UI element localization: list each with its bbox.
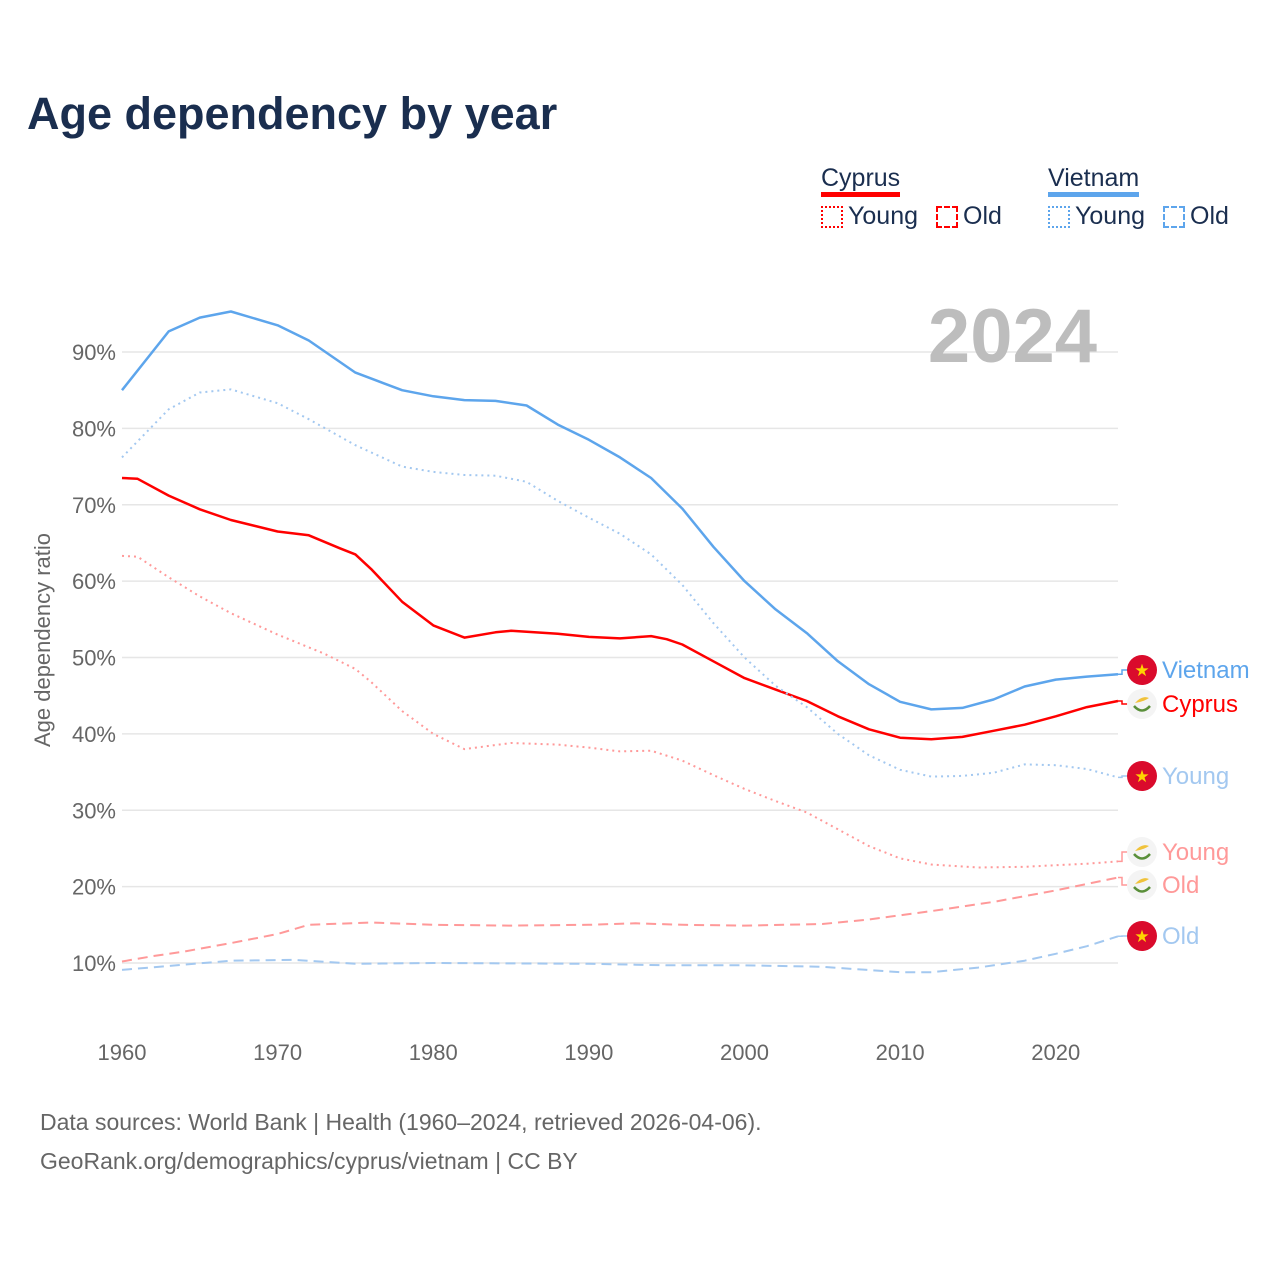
y-tick-label: 80%	[72, 416, 116, 441]
legend-item-cyprus-old[interactable]: Old	[936, 202, 1002, 231]
series-end-label: Old	[1162, 923, 1199, 950]
series-line-vietnam-young	[121, 388, 1119, 779]
x-tick-label: 2010	[876, 1040, 925, 1065]
x-tick-label: 2020	[1031, 1040, 1080, 1065]
legend-label: Old	[963, 202, 1002, 230]
label-connector	[1118, 700, 1128, 705]
legend-item-vietnam-young[interactable]: Young	[1048, 202, 1145, 231]
series-line-cyprus	[121, 476, 1119, 741]
y-tick-label: 60%	[72, 569, 116, 594]
series-end-label: Vietnam	[1162, 657, 1250, 684]
dotted-swatch-icon	[821, 205, 843, 228]
legend-label: Old	[1190, 202, 1229, 230]
y-tick-label: 70%	[72, 493, 116, 518]
y-tick-label: 10%	[72, 951, 116, 976]
x-tick-label: 2000	[720, 1040, 769, 1065]
cyprus-flag-icon	[1127, 837, 1157, 867]
label-connector	[1118, 876, 1128, 886]
series-line-vietnam	[121, 310, 1119, 711]
legend-label: Young	[848, 202, 918, 230]
series-end-label: Young	[1162, 763, 1229, 790]
label-connector	[1118, 775, 1128, 779]
x-tick-label: 1960	[98, 1040, 147, 1065]
y-tick-label: 90%	[72, 340, 116, 365]
series-line-cyprus-old	[121, 876, 1119, 963]
dashed-swatch-icon	[936, 205, 958, 228]
x-tick-label: 1980	[409, 1040, 458, 1065]
y-tick-label: 30%	[72, 798, 116, 823]
legend-cyprus: Cyprus Young Old	[821, 163, 1002, 231]
cyprus-flag-icon	[1127, 870, 1157, 900]
legend-vietnam: Vietnam Young Old	[1048, 163, 1229, 231]
vietnam-flag-icon: ★	[1127, 761, 1157, 791]
label-connector	[1118, 851, 1128, 863]
legend-label: Young	[1075, 202, 1145, 230]
vietnam-flag-icon: ★	[1127, 655, 1157, 685]
footer-link[interactable]: GeoRank.org/demographics/cyprus/vietnam …	[40, 1148, 578, 1174]
chart-title: Age dependency by year	[27, 88, 558, 139]
legend-item-cyprus-young[interactable]: Young	[821, 202, 918, 231]
series-line-vietnam-old	[121, 935, 1119, 974]
y-tick-label: 20%	[72, 875, 116, 900]
label-connector	[1118, 669, 1128, 676]
y-tick-label: 50%	[72, 646, 116, 671]
y-axis-label: Age dependency ratio	[30, 533, 55, 747]
y-tick-label: 40%	[72, 722, 116, 747]
footer-sources: Data sources: World Bank | Health (1960–…	[40, 1109, 762, 1135]
svg-text:★: ★	[1134, 767, 1149, 786]
legend-country-cyprus: Cyprus	[821, 164, 901, 197]
x-tick-label: 1970	[253, 1040, 302, 1065]
x-tick-label: 1990	[564, 1040, 613, 1065]
series-end-label: Cyprus	[1162, 691, 1238, 718]
legend-item-vietnam-old[interactable]: Old	[1163, 202, 1229, 231]
svg-text:★: ★	[1134, 927, 1149, 946]
series-end-label: Old	[1162, 872, 1199, 899]
vietnam-flag-icon: ★	[1127, 921, 1157, 951]
series-end-label: Young	[1162, 839, 1229, 866]
year-badge: 2024	[928, 294, 1097, 379]
svg-text:★: ★	[1134, 661, 1149, 680]
cyprus-flag-icon	[1127, 689, 1157, 719]
dotted-swatch-icon	[1048, 205, 1070, 228]
legend-country-vietnam: Vietnam	[1048, 164, 1140, 197]
dashed-swatch-icon	[1163, 205, 1185, 228]
series-line-cyprus-young	[121, 554, 1119, 869]
